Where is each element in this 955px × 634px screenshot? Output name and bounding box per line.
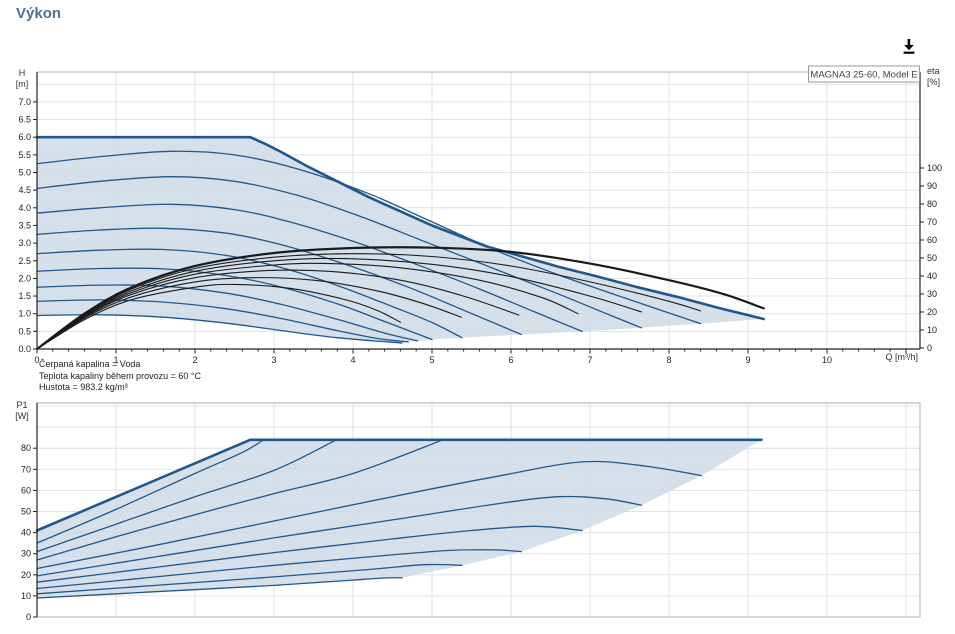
- footnote-density: Hustota = 983.2 kg/m³: [39, 382, 128, 392]
- top-chart-efficiency-curve-5: [36, 277, 462, 350]
- footnote-temperature: Teplota kapaliny během provozu = 60 °C: [39, 370, 201, 381]
- model-label: MAGNA3 25-60, Model E: [810, 70, 917, 81]
- q-axis-tick-label: 10: [822, 355, 832, 365]
- top-chart-speed-curve-7: [36, 284, 419, 342]
- q-axis-tick-label: 6: [508, 355, 513, 365]
- eta-axis-tick-label: 10: [927, 325, 937, 335]
- eta-axis-tick-label: 80: [927, 199, 937, 209]
- q-axis-tick-label: 0: [34, 355, 39, 365]
- top-chart-speed-curve-3: [36, 203, 583, 333]
- top-chart-x-axis-title: Q [m³/h]: [885, 352, 918, 362]
- q-axis-tick-label: 5: [429, 355, 434, 365]
- q-axis-tick-label: 3: [271, 355, 276, 365]
- eta-axis-tick-label: 90: [927, 181, 937, 191]
- page-title: Výkon: [16, 5, 62, 22]
- p1-axis-tick-label: 70: [21, 464, 31, 474]
- h-axis-tick-label: 0.5: [18, 326, 31, 336]
- q-axis-tick-label: 1: [113, 355, 118, 365]
- bottom-chart-power-curve-5: [36, 495, 643, 577]
- download-button[interactable]: [898, 36, 920, 58]
- p1-axis-tick-label: 20: [21, 570, 31, 580]
- q-axis-tick-label: 2: [192, 355, 197, 365]
- bottom-chart-power-curve-7: [36, 549, 522, 590]
- footnote-fluid: Čerpaná kapalina = Voda: [39, 359, 141, 369]
- top-chart-speed-curve-5: [36, 248, 463, 339]
- h-axis-tick-label: 7.0: [18, 97, 31, 107]
- h-axis-tick-label: 2.5: [18, 256, 31, 266]
- chart-footnotes: Čerpaná kapalina = Voda Teplota kapaliny…: [39, 359, 201, 394]
- q-axis-tick-label: 8: [666, 355, 671, 365]
- p1-axis-tick-label: 80: [21, 443, 31, 453]
- h-axis-tick-label: 3.5: [18, 220, 31, 230]
- top-chart-speed-curve-4: [36, 227, 522, 336]
- h-axis-tick-label: 4.5: [18, 185, 31, 195]
- download-icon: [903, 39, 915, 54]
- top-chart-y2-axis-title: eta [%]: [927, 66, 941, 87]
- top-chart-min-speed-curve: [36, 314, 403, 344]
- eta-axis-tick-label: 20: [927, 307, 937, 317]
- eta-axis-tick-label: 30: [927, 289, 937, 299]
- top-chart-efficiency-curve-2: [36, 257, 642, 350]
- top-chart-speed-curve-1: [36, 150, 702, 325]
- q-axis-tick-label: 7: [587, 355, 592, 365]
- h-axis-tick-label: 3.0: [18, 238, 31, 248]
- p1-axis-tick-label: 10: [21, 591, 31, 601]
- top-chart-operating-range-fill: [37, 137, 764, 343]
- h-axis-tick-label: 5.5: [18, 150, 31, 160]
- eta-axis-tick-label: 60: [927, 235, 937, 245]
- top-chart-max-speed-curve: [35, 135, 766, 321]
- eta-axis-tick-label: 0: [927, 343, 932, 353]
- bottom-chart-y-axis-title: P1 [W]: [15, 400, 29, 421]
- h-axis-tick-label: 2.0: [18, 273, 31, 283]
- top-chart-efficiency-curve-6: [36, 283, 401, 350]
- eta-axis-tick-label: 40: [927, 271, 937, 281]
- h-axis-tick-label: 0.0: [18, 344, 31, 354]
- h-axis-tick-label: 6.0: [18, 132, 31, 142]
- bottom-chart-power-curve-1: [36, 439, 265, 544]
- eta-axis-tick-label: 50: [927, 253, 937, 263]
- h-axis-tick-label: 5.0: [18, 168, 31, 178]
- h-axis-tick-label: 1.5: [18, 291, 31, 301]
- p1-axis-tick-label: 30: [21, 549, 31, 559]
- top-chart-speed-curve-2: [36, 176, 643, 329]
- bottom-chart-power-curve-6: [36, 525, 583, 583]
- bottom-chart-power-curve-8: [36, 563, 463, 595]
- q-axis-tick-label: 9: [745, 355, 750, 365]
- p1-axis-tick-label: 60: [21, 485, 31, 495]
- top-chart-efficiency-curve-4: [36, 269, 520, 350]
- bottom-chart-power-curve-4: [36, 460, 703, 570]
- top-chart-speed-curve-6: [36, 267, 433, 341]
- q-axis-tick-label: 4: [350, 355, 355, 365]
- bottom-chart-power-curve-3: [36, 439, 444, 561]
- p1-axis-tick-label: 40: [21, 528, 31, 538]
- top-chart-y-axis-title: H [m]: [15, 68, 29, 89]
- model-label-box: [808, 65, 920, 83]
- top-chart-efficiency-curve-3: [36, 262, 579, 350]
- top-chart-efficiency-curve-1: [36, 253, 702, 350]
- h-axis-tick-label: 1.0: [18, 309, 31, 319]
- eta-axis-tick-label: 100: [927, 163, 942, 173]
- bottom-chart-power-curve-min: [36, 577, 403, 599]
- p1-axis-tick-label: 0: [26, 612, 31, 622]
- eta-axis-tick-label: 70: [927, 217, 937, 227]
- h-axis-tick-label: 4.0: [18, 203, 31, 213]
- p1-axis-tick-label: 50: [21, 507, 31, 517]
- bottom-chart-power-curve-2: [36, 439, 338, 553]
- bottom-chart-power-curve-max: [35, 438, 763, 532]
- top-chart-efficiency-curve-max: [35, 246, 765, 351]
- h-axis-tick-label: 6.5: [18, 115, 31, 125]
